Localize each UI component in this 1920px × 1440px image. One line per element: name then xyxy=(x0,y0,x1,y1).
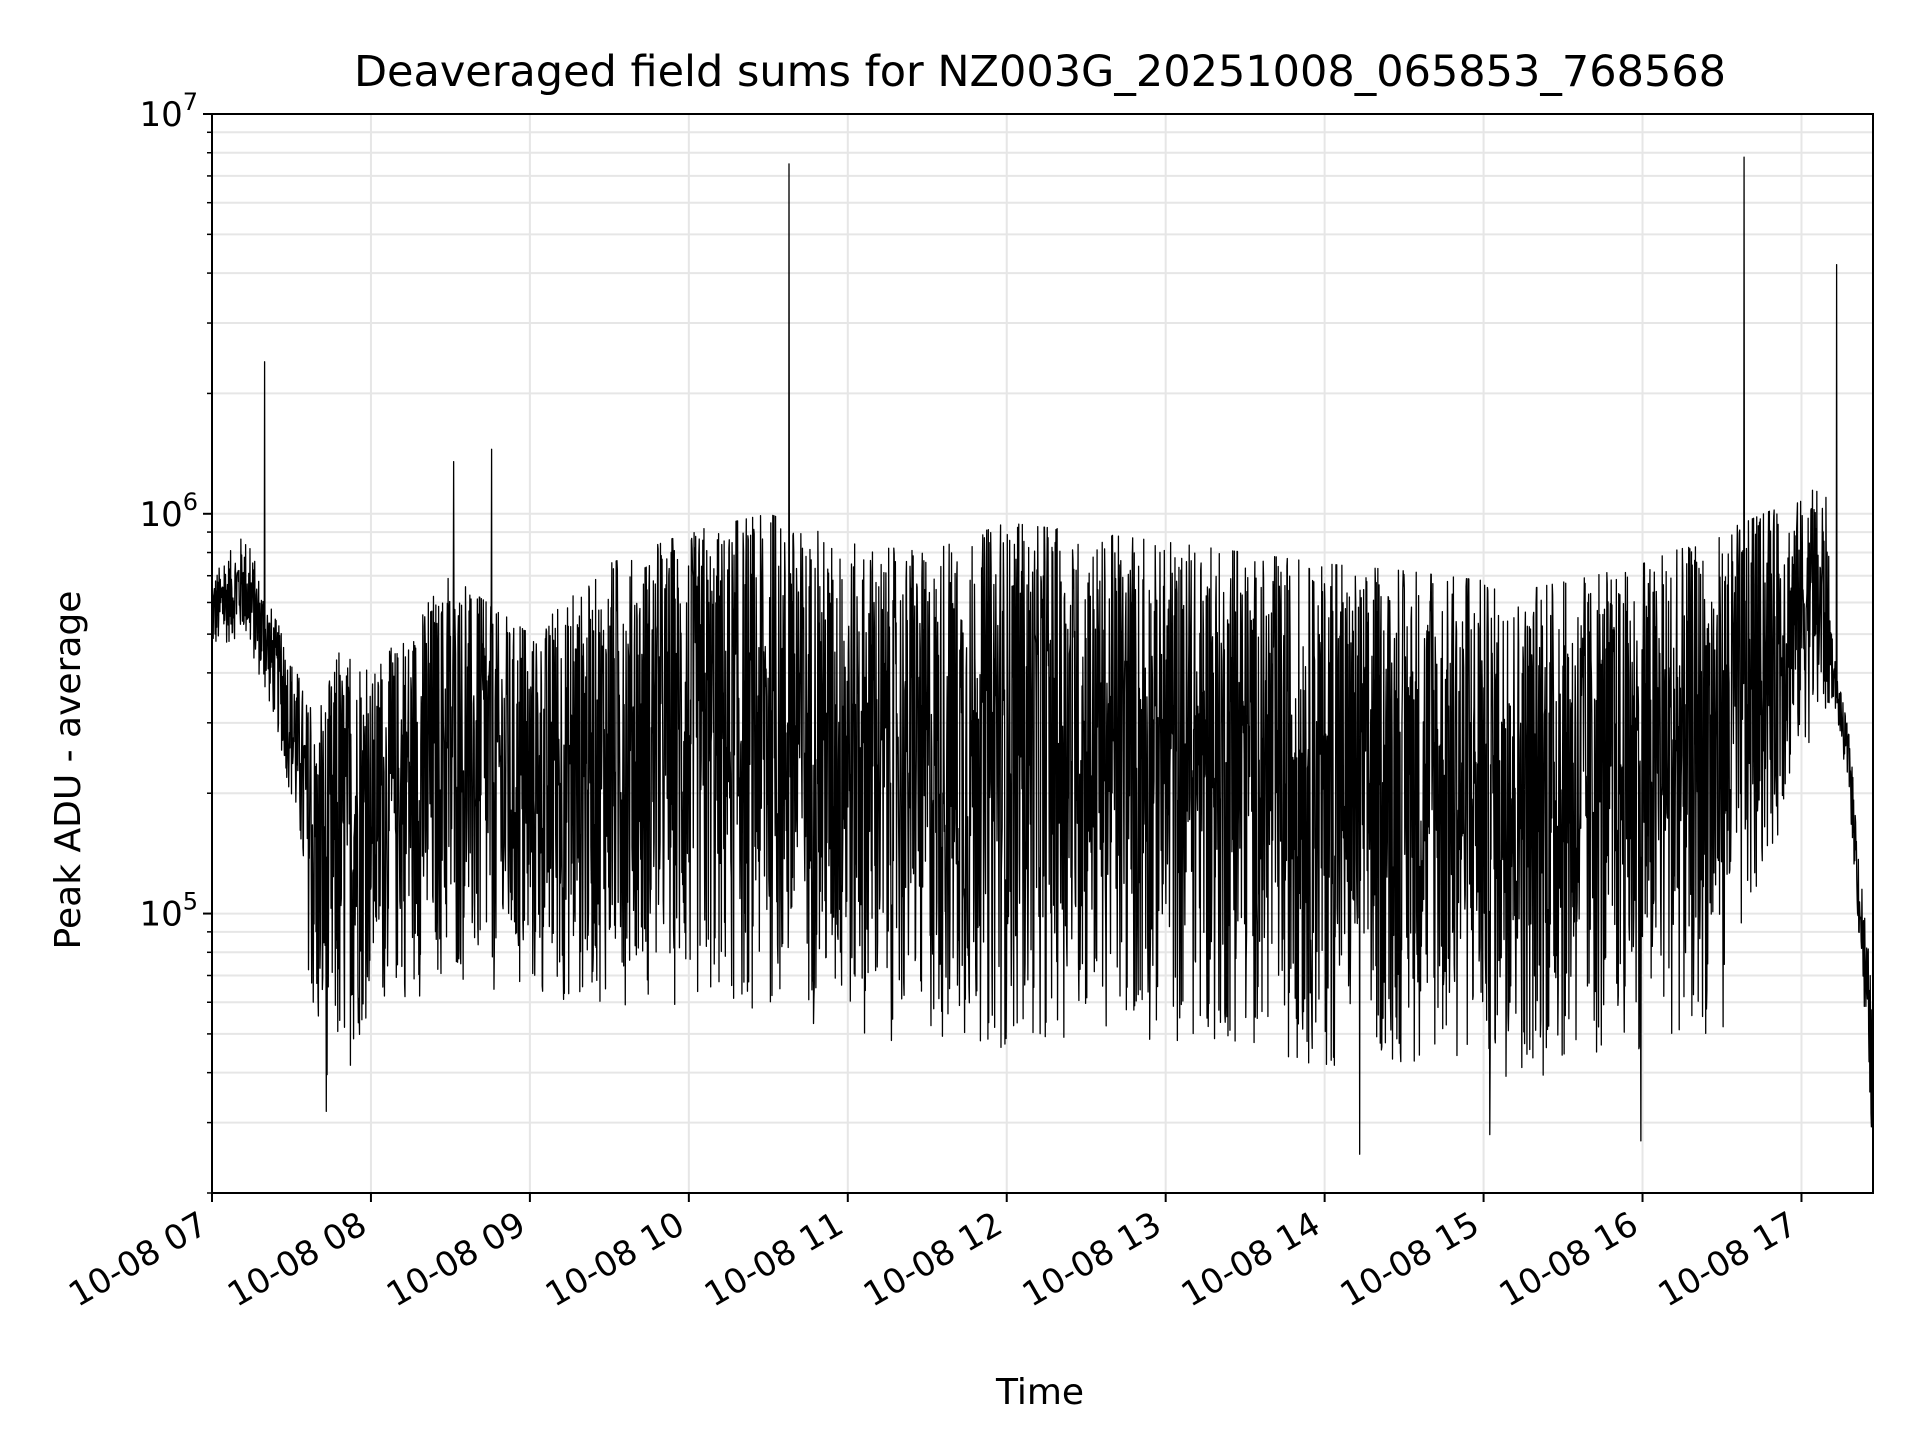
y-tick-label: 105 xyxy=(139,888,198,935)
y-axis-title: Peak ADU - average xyxy=(48,591,89,950)
plot-frame xyxy=(211,113,1874,1194)
y-tick-label: 106 xyxy=(139,488,198,535)
series-line xyxy=(211,156,1874,1155)
y-tick-label: 107 xyxy=(139,88,198,135)
x-axis-title: Time xyxy=(995,1372,1084,1413)
data-series xyxy=(211,156,1874,1155)
chart-title: Deaveraged field sums for NZ003G_2025100… xyxy=(354,47,1726,97)
